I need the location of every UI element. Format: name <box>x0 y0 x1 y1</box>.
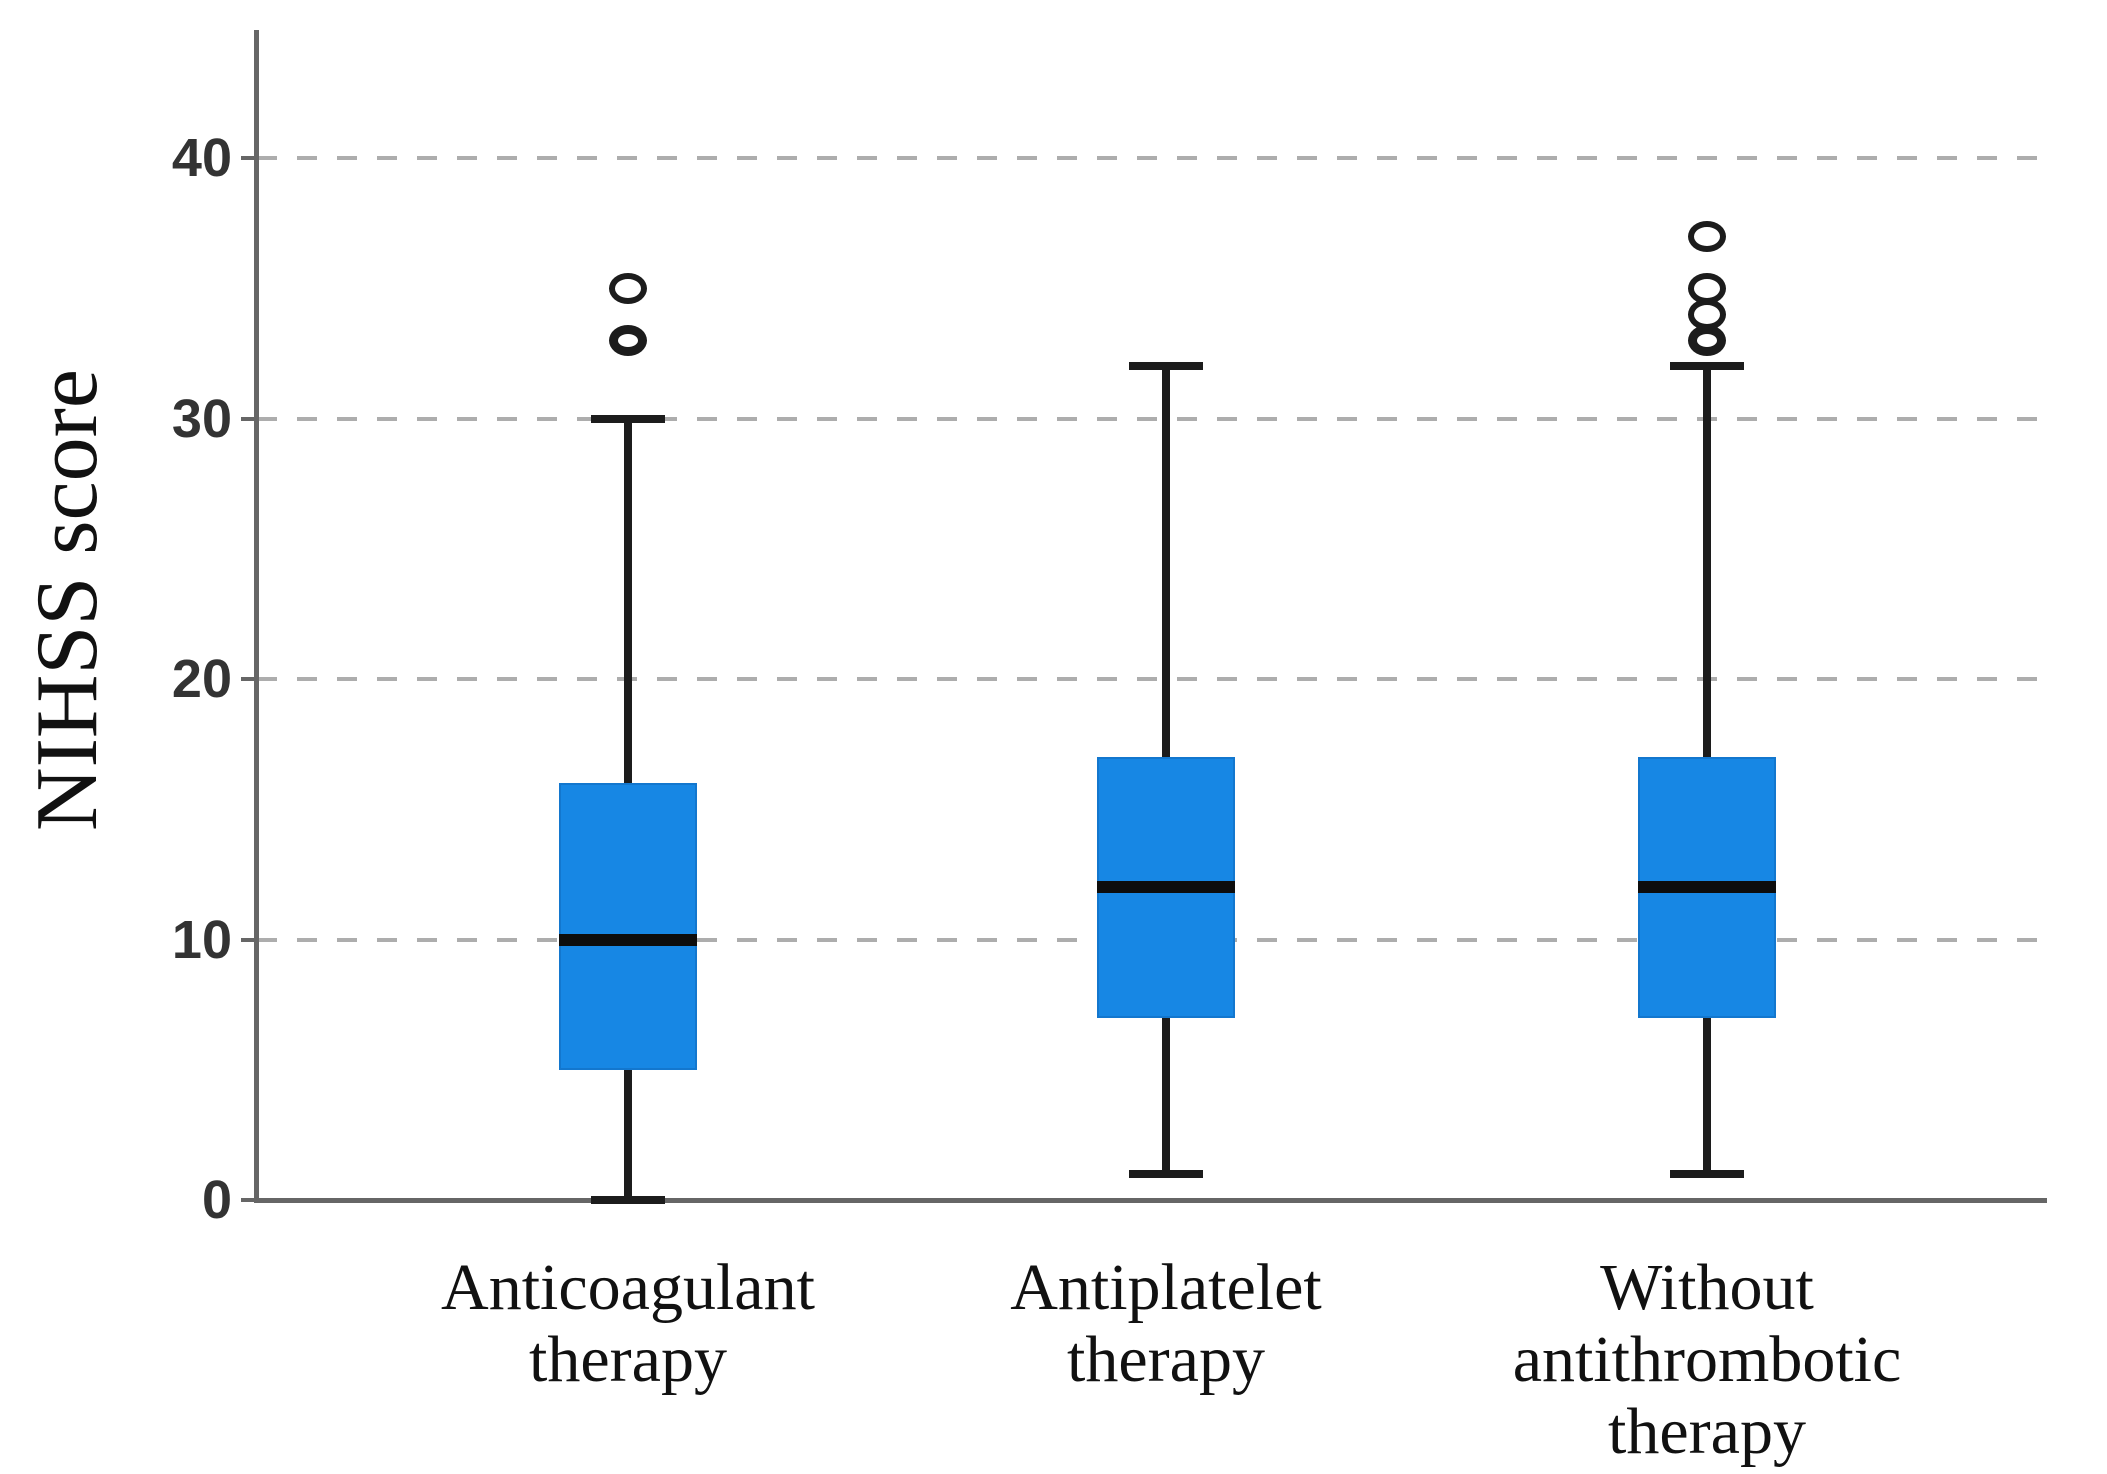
y-tick-label: 20 <box>171 649 232 709</box>
category-label: Antiplatelet therapy <box>866 1252 1466 1396</box>
upper-whisker-cap <box>591 414 665 423</box>
category-label: Without antithrombotic therapy <box>1407 1252 2007 1468</box>
category-label-line: Without <box>1600 1251 1814 1324</box>
box-iqr <box>559 783 697 1070</box>
y-tick-mark <box>241 1198 257 1202</box>
y-axis-line <box>254 30 259 1202</box>
category-label-line: antithrombotic <box>1512 1323 1902 1396</box>
median-line <box>1638 881 1776 894</box>
category-label-line: therapy <box>1067 1323 1265 1396</box>
upper-whisker <box>1162 366 1170 758</box>
upper-whisker <box>1703 366 1711 758</box>
category-label-line: Anticoagulant <box>441 1251 815 1324</box>
outlier-circle <box>1688 220 1726 252</box>
y-tick-mark <box>241 937 257 942</box>
lower-whisker-cap <box>591 1196 665 1204</box>
y-tick-mark <box>241 677 257 681</box>
y-tick-label: 10 <box>171 909 232 970</box>
category-label: Anticoagulant therapy <box>328 1252 928 1396</box>
outlier-circle <box>1688 272 1726 304</box>
y-tick-mark <box>241 156 257 160</box>
y-tick-mark <box>241 416 257 421</box>
y-tick-label: 30 <box>171 388 232 449</box>
median-line <box>1097 881 1235 894</box>
x-axis-line <box>254 1198 2047 1203</box>
outlier-circle <box>609 272 647 304</box>
upper-whisker-cap <box>1670 362 1744 371</box>
median-line <box>559 933 697 946</box>
lower-whisker <box>624 1069 632 1200</box>
lower-whisker <box>1703 1017 1711 1174</box>
y-gridline <box>257 416 2047 421</box>
category-label-line: Antiplatelet <box>1010 1251 1322 1324</box>
lower-whisker-cap <box>1670 1169 1744 1178</box>
upper-whisker-cap <box>1129 362 1203 371</box>
y-tick-label: 0 <box>201 1170 232 1230</box>
lower-whisker-cap <box>1129 1169 1203 1178</box>
category-label-line: therapy <box>529 1323 727 1396</box>
y-tick-label: 40 <box>171 128 232 188</box>
outlier-circle <box>609 324 647 356</box>
category-label-line: therapy <box>1608 1395 1806 1468</box>
upper-whisker <box>624 418 632 784</box>
y-gridline <box>257 677 2047 681</box>
lower-whisker <box>1162 1017 1170 1174</box>
y-gridline <box>257 156 2047 160</box>
